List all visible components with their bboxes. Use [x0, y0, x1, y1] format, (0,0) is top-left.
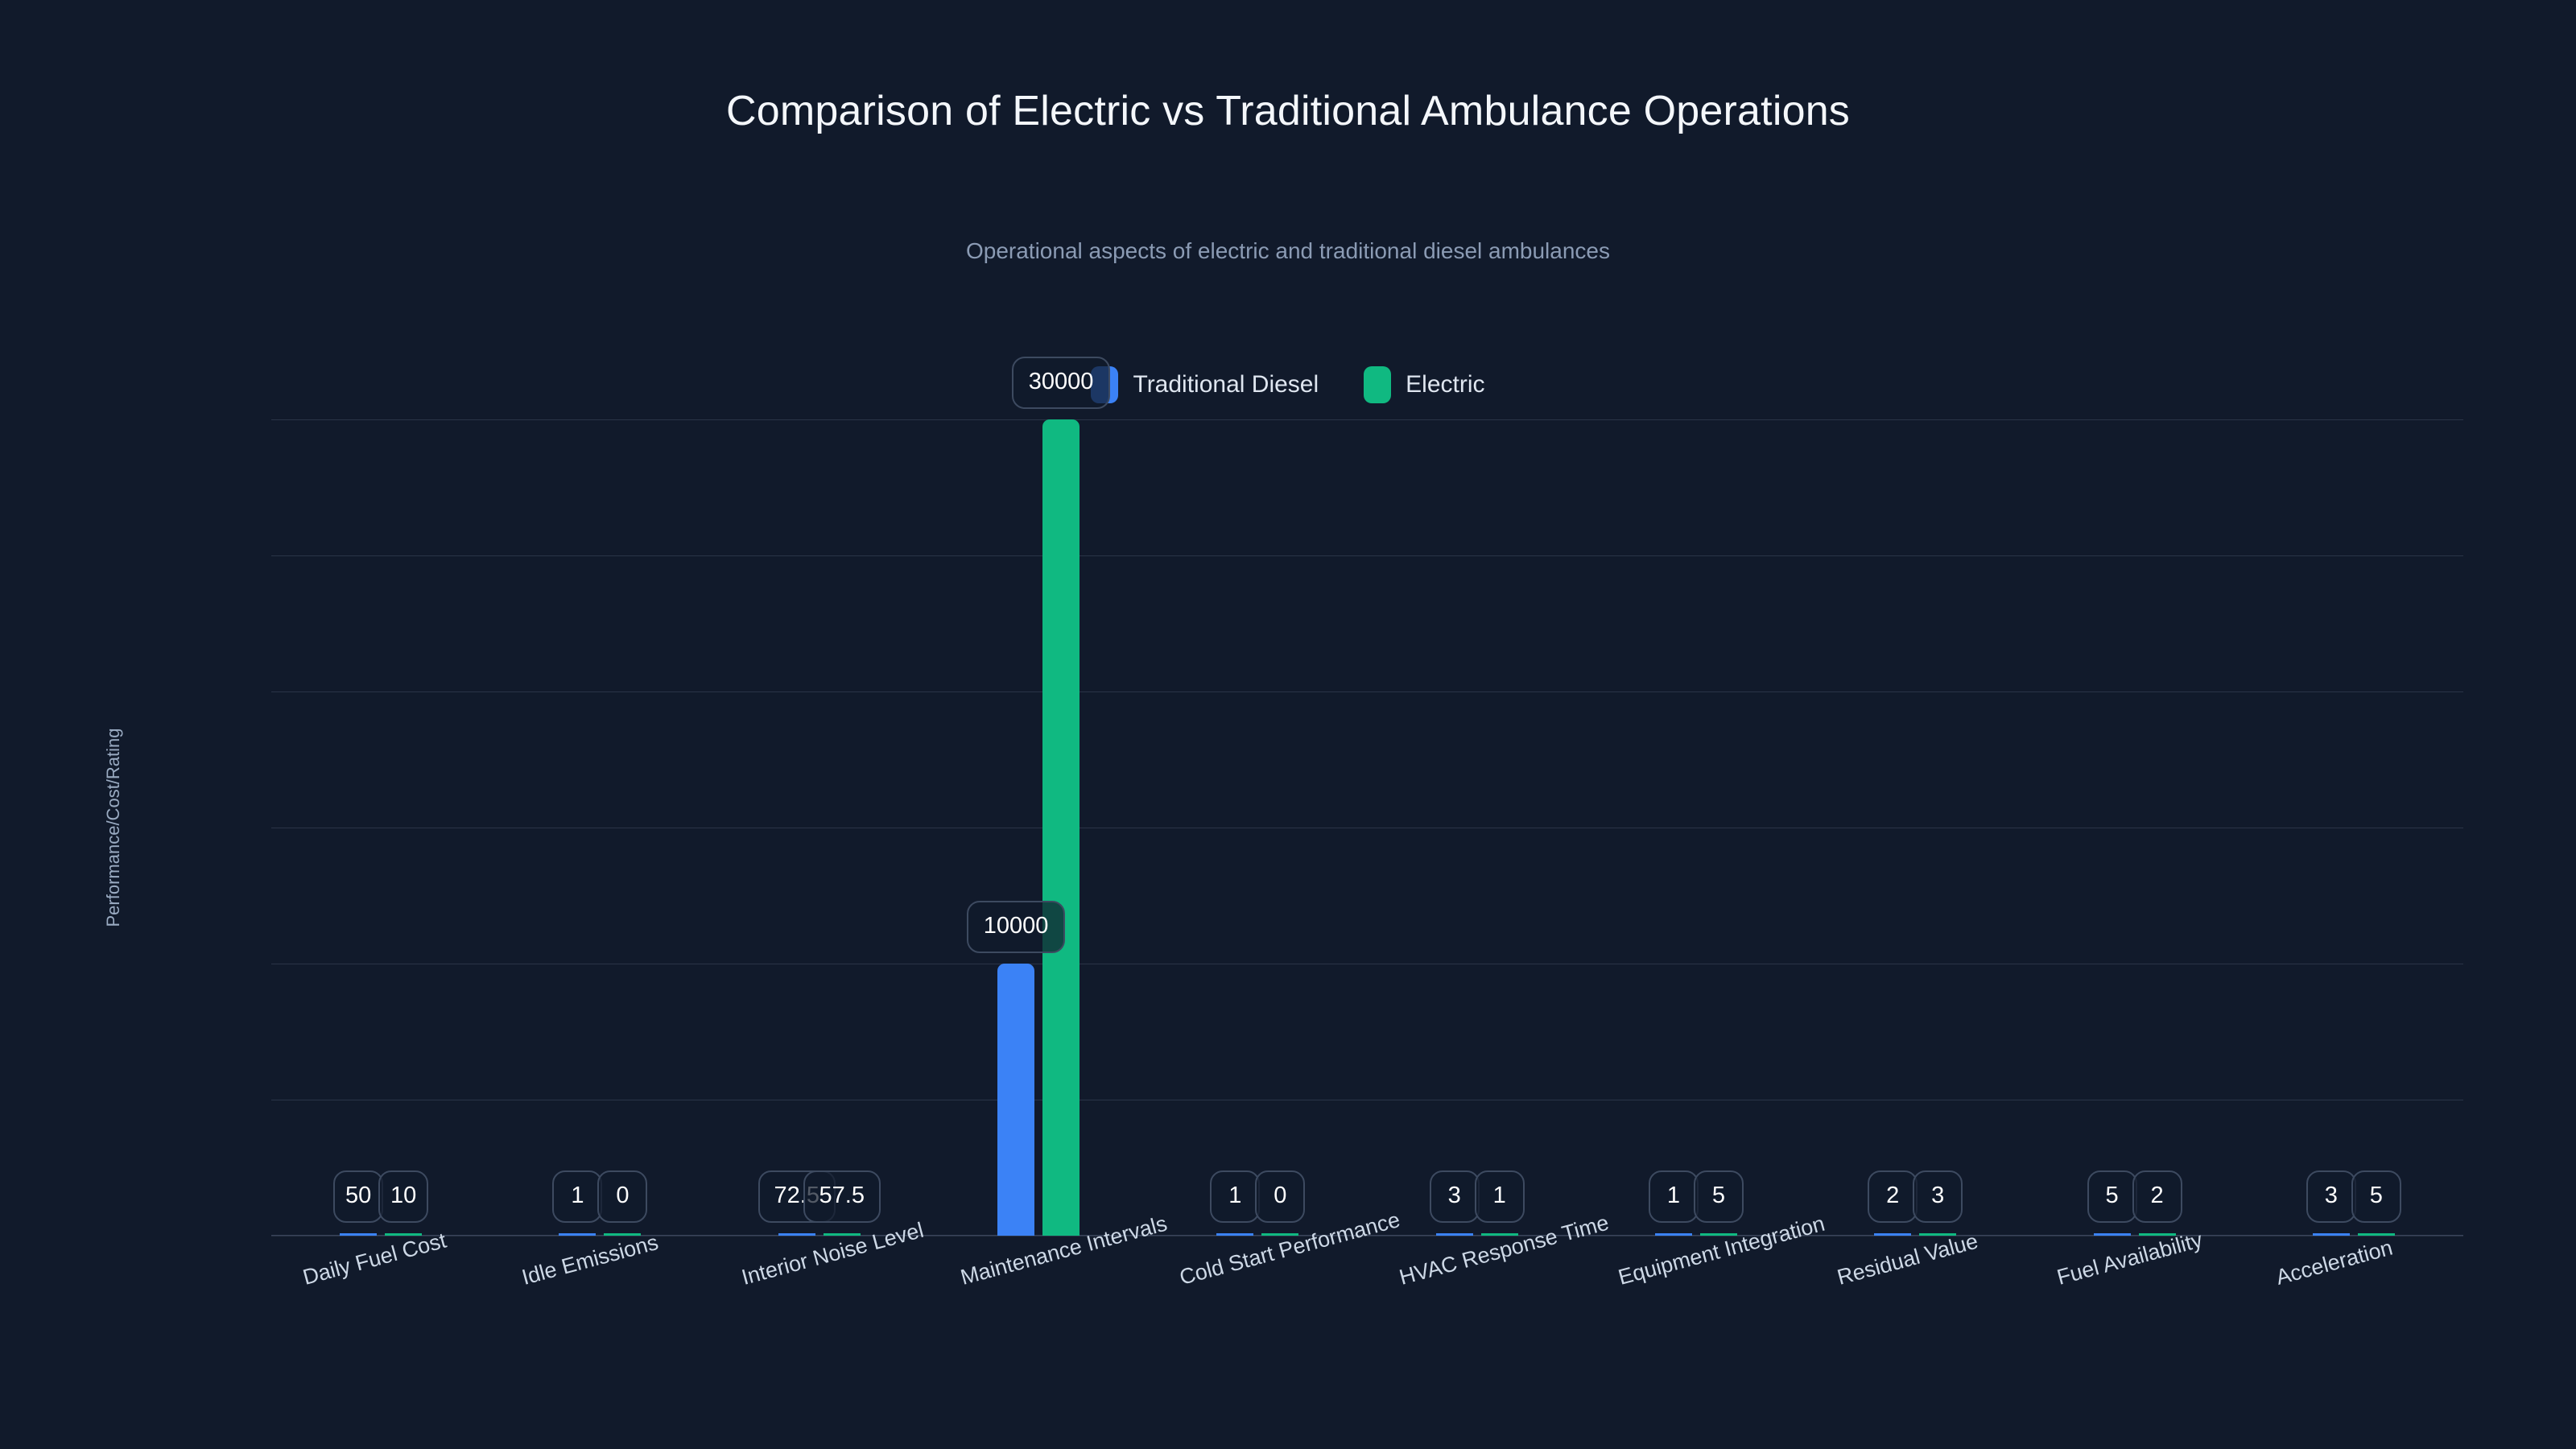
bar-value-label: 5	[2087, 1170, 2137, 1223]
x-axis-tick-label: Residual Value	[1835, 1228, 1981, 1290]
bar-value-label: 5	[1693, 1170, 1744, 1223]
bar-value-label: 2	[2132, 1170, 2182, 1223]
bar-value-label: 1	[1474, 1170, 1525, 1223]
bar-traditional-diesel[interactable]	[559, 1233, 597, 1236]
gridline	[271, 419, 2463, 420]
bar-value-label: 1	[1210, 1170, 1261, 1223]
bar-traditional-diesel[interactable]	[2312, 1233, 2350, 1236]
y-axis-title: Performance/Cost/Rating	[103, 728, 123, 927]
bar-traditional-diesel[interactable]	[778, 1233, 815, 1236]
bar-electric[interactable]	[385, 1233, 423, 1236]
bar-value-label: 30000	[1012, 357, 1111, 409]
bar-value-label: 3	[1429, 1170, 1480, 1223]
legend-item-traditional-diesel[interactable]: Traditional Diesel	[1091, 366, 1319, 403]
chart-title: Comparison of Electric vs Traditional Am…	[725, 88, 1851, 134]
bar-electric[interactable]	[2138, 1233, 2176, 1236]
x-axis-tick-label: Idle Emissions	[519, 1229, 662, 1290]
bar-value-label: 10	[378, 1170, 429, 1223]
bar-traditional-diesel[interactable]	[1435, 1233, 1473, 1236]
bar-electric[interactable]	[1042, 419, 1080, 1236]
bar-electric[interactable]	[2357, 1233, 2395, 1236]
bar-value-label: 0	[597, 1170, 648, 1223]
bar-traditional-diesel[interactable]	[997, 964, 1035, 1236]
legend-label: Traditional Diesel	[1133, 371, 1319, 398]
bar-value-label: 50	[333, 1170, 384, 1223]
bar-value-label: 2	[1868, 1170, 1918, 1223]
gridline	[271, 555, 2463, 556]
bar-value-label: 1	[552, 1170, 603, 1223]
bar-electric[interactable]	[1480, 1233, 1518, 1236]
bar-group	[1368, 419, 1587, 1236]
bar-traditional-diesel[interactable]	[2093, 1233, 2131, 1236]
bar-value-label: 57.5	[803, 1170, 881, 1223]
x-axis-tick-label: Fuel Availability	[2054, 1227, 2205, 1290]
bar-group	[2244, 419, 2463, 1236]
legend-item-electric[interactable]: Electric	[1364, 366, 1485, 403]
x-axis-tick-label: Daily Fuel Cost	[300, 1228, 449, 1290]
bar-group	[490, 419, 709, 1236]
bar-electric[interactable]	[1261, 1233, 1299, 1236]
bar-electric[interactable]	[1699, 1233, 1737, 1236]
legend-label: Electric	[1406, 371, 1485, 398]
bar-traditional-diesel[interactable]	[340, 1233, 378, 1236]
bar-group	[710, 419, 929, 1236]
bar-group	[1587, 419, 1806, 1236]
bar-value-label: 0	[1255, 1170, 1306, 1223]
chart-legend: Traditional Diesel Electric	[0, 366, 2576, 403]
bar-group	[1806, 419, 2025, 1236]
bar-group	[271, 419, 490, 1236]
bar-group	[2025, 419, 2244, 1236]
bar-traditional-diesel[interactable]	[1874, 1233, 1912, 1236]
bar-value-label: 5	[2351, 1170, 2401, 1223]
bar-traditional-diesel[interactable]	[1654, 1233, 1692, 1236]
bar-group	[929, 419, 1148, 1236]
bar-traditional-diesel[interactable]	[1216, 1233, 1254, 1236]
plot-area	[271, 419, 2463, 1236]
legend-swatch-icon	[1364, 366, 1392, 403]
gridline	[271, 691, 2463, 692]
bar-electric[interactable]	[604, 1233, 642, 1236]
x-axis-tick-label: Acceleration	[2273, 1235, 2396, 1290]
bar-value-label: 1	[1648, 1170, 1699, 1223]
bar-value-label: 3	[1913, 1170, 1963, 1223]
bar-value-label: 10000	[967, 901, 1066, 953]
bar-group	[1148, 419, 1367, 1236]
bar-electric[interactable]	[823, 1233, 861, 1236]
bar-electric[interactable]	[1919, 1233, 1957, 1236]
chart-subtitle: Operational aspects of electric and trad…	[965, 238, 1610, 263]
bar-value-label: 3	[2306, 1170, 2356, 1223]
